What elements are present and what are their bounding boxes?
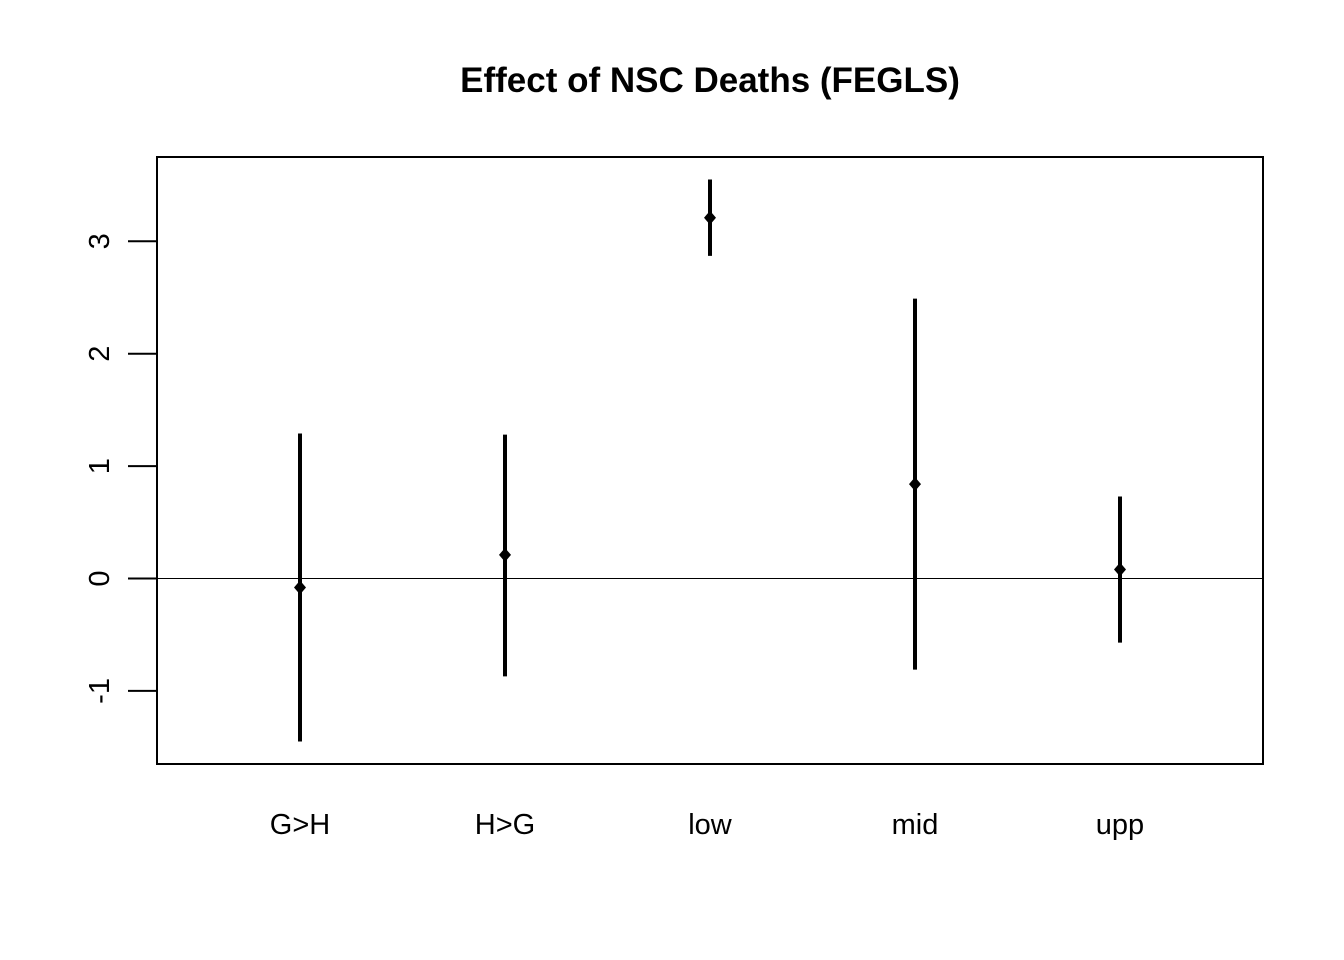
estimate-point: [1114, 562, 1126, 577]
x-category-label: upp: [1096, 809, 1144, 841]
x-category-label: low: [688, 809, 733, 841]
y-tick-label: 3: [84, 233, 116, 249]
y-axis: -1 0 1 2 3: [84, 233, 156, 704]
x-category-label: mid: [892, 809, 939, 841]
estimate-point: [499, 547, 511, 562]
y-tick-label: -1: [84, 678, 116, 704]
estimate-point: [909, 477, 921, 492]
chart-marks: [294, 179, 1126, 742]
y-tick-label: 0: [84, 570, 116, 586]
estimate-point: [294, 580, 306, 595]
estimate-point: [704, 210, 716, 225]
chart-title: Effect of NSC Deaths (FEGLS): [460, 61, 960, 100]
y-tick-label: 2: [84, 346, 116, 362]
x-axis-labels: G>H H>G low mid upp: [270, 809, 1144, 841]
x-category-label: H>G: [475, 809, 535, 841]
x-category-label: G>H: [270, 809, 330, 841]
plot-frame: [156, 156, 1264, 765]
y-tick-label: 1: [84, 458, 116, 474]
